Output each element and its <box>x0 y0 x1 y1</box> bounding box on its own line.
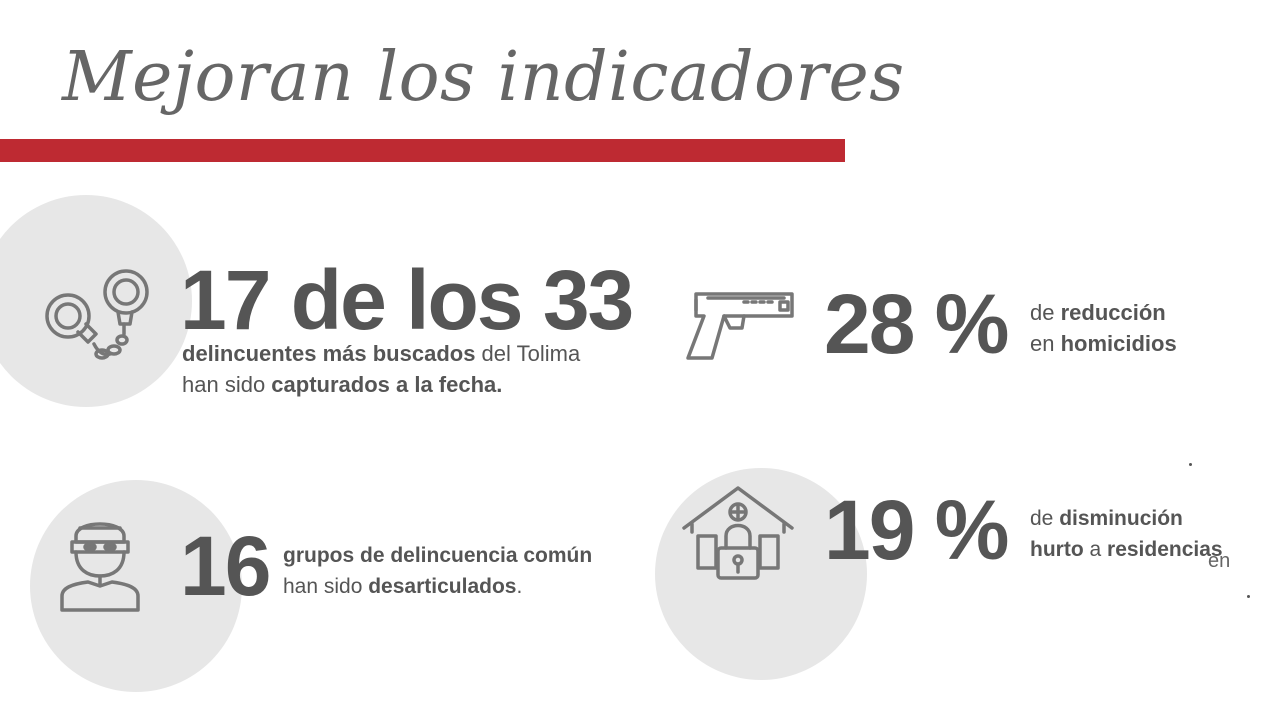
stat-2-description: de reducción en homicidios <box>1030 297 1177 359</box>
stray-dot <box>1247 595 1250 598</box>
stat-1-line-2: han sido capturados a la fecha. <box>182 372 503 397</box>
stat-1-description: delincuentes más buscados del Tolima han… <box>182 338 580 400</box>
stat-4-stray-text: en <box>1208 550 1231 572</box>
house-lock-icon <box>680 484 796 582</box>
pistol-icon <box>684 288 798 362</box>
stat-2-line-2: en homicidios <box>1030 331 1177 356</box>
page-title: Mejoran los indicadores <box>62 38 905 117</box>
stat-1-line-1: delincuentes más buscados del Tolima <box>182 341 581 366</box>
stat-3-description: grupos de delincuencia común han sido de… <box>283 540 592 602</box>
stray-dot <box>1189 463 1192 466</box>
stat-4-value: 19 % <box>824 483 1009 577</box>
stat-3-line-1: grupos de delincuencia común <box>283 544 593 567</box>
handcuffs-icon <box>38 262 156 368</box>
stat-4-line-2: hurto a residencias <box>1030 538 1223 561</box>
stat-3-circle <box>30 480 242 692</box>
title-underline-bar <box>0 139 845 162</box>
stat-2-value: 28 % <box>824 277 1009 371</box>
stat-4-line-1: de disminución <box>1030 507 1183 530</box>
stat-3-value: 16 <box>180 519 271 613</box>
stat-1-value: 17 de los 33 <box>180 253 634 347</box>
stat-1-circle <box>0 195 192 407</box>
masked-thief-icon <box>58 512 142 614</box>
stat-3-line-2: han sido desarticulados. <box>283 575 523 598</box>
stat-4-description: de disminución hurto a residencias <box>1030 503 1223 565</box>
stat-2-line-1: de reducción <box>1030 300 1166 325</box>
